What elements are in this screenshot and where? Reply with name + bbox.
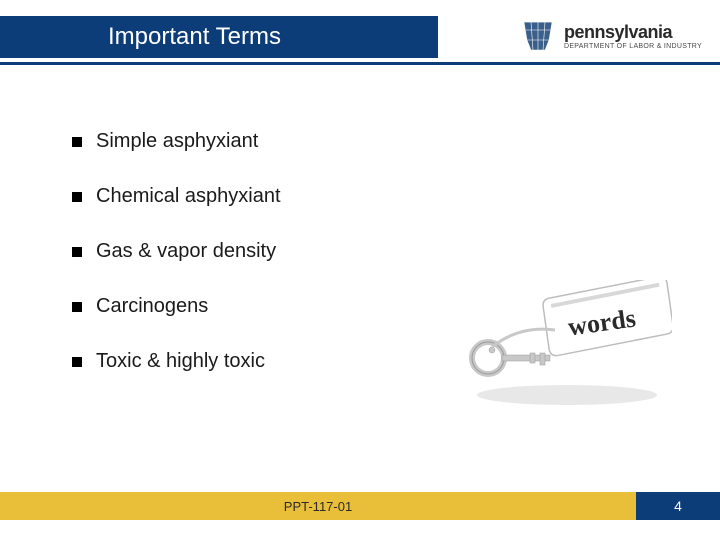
footer-left: PPT-117-01 xyxy=(0,492,636,520)
footer-right: 4 xyxy=(636,492,720,520)
bullet-icon xyxy=(72,192,82,202)
bullet-icon xyxy=(72,302,82,312)
words-image: words xyxy=(462,280,672,410)
page-number: 4 xyxy=(674,498,682,514)
bullet-icon xyxy=(72,357,82,367)
logo-state: pennsylvania xyxy=(564,23,702,41)
bullet-text: Gas & vapor density xyxy=(96,240,276,263)
list-item: Simple asphyxiant xyxy=(72,130,648,153)
bullet-text: Carcinogens xyxy=(96,295,208,318)
footer-code: PPT-117-01 xyxy=(284,499,352,514)
list-item: Chemical asphyxiant xyxy=(72,185,648,208)
title-underline xyxy=(0,62,720,65)
bullet-text: Toxic & highly toxic xyxy=(96,350,265,373)
bullet-text: Chemical asphyxiant xyxy=(96,185,281,208)
title-bar: Important Terms xyxy=(0,16,438,58)
slide-title: Important Terms xyxy=(108,23,281,51)
list-item: Gas & vapor density xyxy=(72,240,648,263)
bullet-icon xyxy=(72,247,82,257)
bullet-text: Simple asphyxiant xyxy=(96,130,258,153)
logo-area: pennsylvania DEPARTMENT OF LABOR & INDUS… xyxy=(520,18,702,54)
footer-bar: PPT-117-01 4 xyxy=(0,492,720,520)
logo-department: DEPARTMENT OF LABOR & INDUSTRY xyxy=(564,43,702,50)
logo-text: pennsylvania DEPARTMENT OF LABOR & INDUS… xyxy=(564,23,702,50)
bullet-icon xyxy=(72,137,82,147)
keystone-icon xyxy=(520,18,556,54)
